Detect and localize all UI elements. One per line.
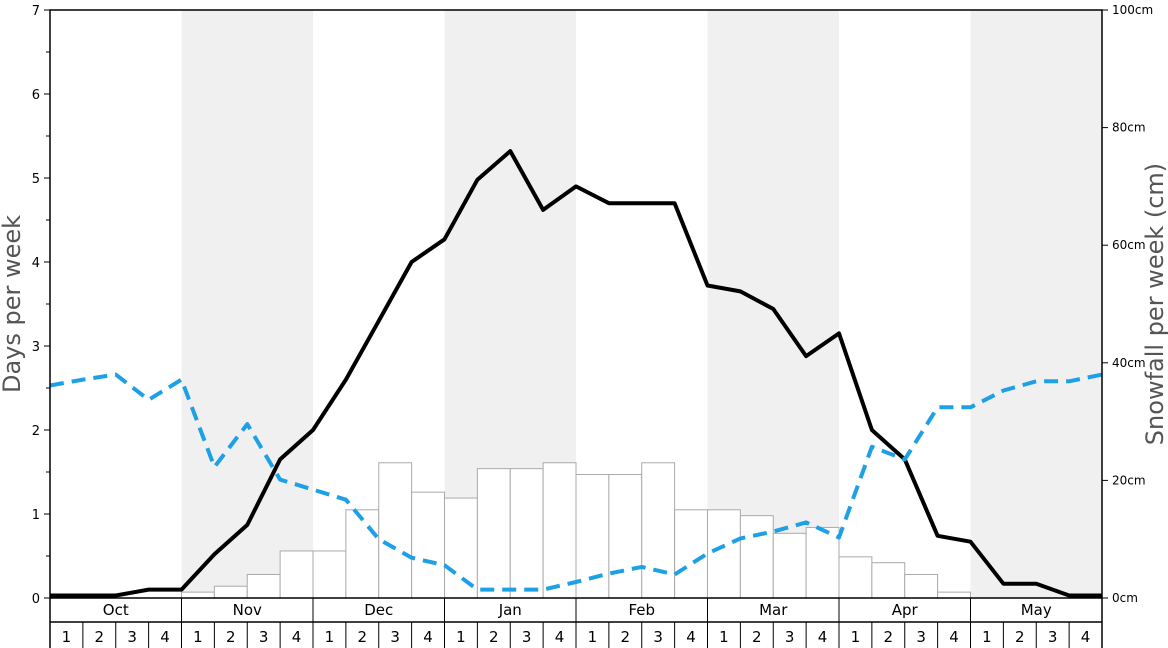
snowfall-bar xyxy=(476,468,511,599)
right-tick-label: 60cm xyxy=(1112,238,1146,252)
week-label: 1 xyxy=(325,628,335,646)
week-label: 1 xyxy=(851,628,861,646)
week-label: 3 xyxy=(916,628,926,646)
right-tick-label: 100cm xyxy=(1112,3,1153,17)
snowfall-bar xyxy=(608,474,643,599)
month-axis: Oct Nov Dec Jan Feb Mar Apr May xyxy=(49,598,1103,648)
week-label: 4 xyxy=(949,628,959,646)
month-label: Dec xyxy=(364,601,393,619)
snowfall-bar xyxy=(674,509,708,599)
month-shading xyxy=(181,10,1102,598)
week-label: 2 xyxy=(95,628,105,646)
week-label: 1 xyxy=(719,628,729,646)
snowfall-bar xyxy=(181,591,215,599)
month-label: May xyxy=(1021,601,1052,619)
week-label: 1 xyxy=(193,628,203,646)
snowfall-bar xyxy=(279,550,314,599)
right-tick-label: 0cm xyxy=(1112,591,1138,605)
left-tick-label: 4 xyxy=(32,256,40,271)
month-label: Feb xyxy=(628,601,655,619)
dashed-series-line xyxy=(49,372,1103,592)
week-label: 4 xyxy=(292,628,302,646)
left-tick-label: 0 xyxy=(32,592,40,607)
snowfall-bar xyxy=(444,497,478,599)
month-label: Nov xyxy=(233,601,262,619)
week-label: 2 xyxy=(226,628,236,646)
snowfall-bar xyxy=(838,556,873,599)
snowfall-bar xyxy=(871,562,906,599)
right-tick-label: 20cm xyxy=(1112,473,1146,487)
snowfall-bar xyxy=(805,526,840,599)
week-label: 3 xyxy=(1048,628,1058,646)
snowfall-bar xyxy=(213,585,248,599)
snowfall-bar xyxy=(411,491,445,599)
left-tick-label: 7 xyxy=(32,4,40,19)
month-shade-nov xyxy=(181,10,313,598)
snowfall-bar xyxy=(509,468,544,599)
week-label: 1 xyxy=(62,628,72,646)
snowfall-bar xyxy=(312,550,347,599)
week-label: 3 xyxy=(259,628,269,646)
week-label: 4 xyxy=(160,628,170,646)
week-label: 3 xyxy=(390,628,400,646)
right-axis: 0cm 20cm 40cm 60cm 80cm 100cm xyxy=(1102,3,1153,605)
week-label: 2 xyxy=(621,628,631,646)
right-tick-label: 40cm xyxy=(1112,356,1146,370)
left-tick-label: 2 xyxy=(32,424,40,439)
right-axis-title: Snowfall per week (cm) xyxy=(1141,163,1168,445)
week-label: 1 xyxy=(456,628,466,646)
snowfall-bar xyxy=(937,591,971,599)
left-axis: 0 1 2 3 4 5 6 7 xyxy=(32,4,50,607)
week-label: 3 xyxy=(522,628,532,646)
month-label: Oct xyxy=(103,601,129,619)
month-label: Jan xyxy=(498,601,522,619)
week-label: 3 xyxy=(785,628,795,646)
solid-series-line xyxy=(50,149,1102,598)
week-label: 1 xyxy=(982,628,992,646)
week-label: 2 xyxy=(358,628,368,646)
week-label: 3 xyxy=(653,628,663,646)
month-shade-mar xyxy=(707,10,839,598)
snowfall-bar xyxy=(641,462,676,599)
week-label: 4 xyxy=(686,628,696,646)
left-tick-label: 6 xyxy=(32,88,40,103)
week-label: 4 xyxy=(423,628,433,646)
week-label: 1 xyxy=(588,628,598,646)
week-label: 2 xyxy=(752,628,762,646)
week-label: 4 xyxy=(555,628,565,646)
day-lines xyxy=(49,149,1103,598)
snowfall-bar xyxy=(707,509,741,599)
left-tick-label: 1 xyxy=(32,508,40,523)
week-axis: 1 2 3 4 1 2 3 4 1 2 3 4 1 2 3 4 1 2 3 4 1 2 3 4 1 2 3 4 1 2 3 4 xyxy=(62,622,1091,648)
month-label: Mar xyxy=(759,601,788,619)
week-label: 2 xyxy=(884,628,894,646)
month-label: Apr xyxy=(892,601,919,619)
week-label: 4 xyxy=(818,628,828,646)
week-label: 3 xyxy=(127,628,137,646)
snowfall-bar xyxy=(772,532,807,599)
left-axis-title: Days per week xyxy=(0,215,26,393)
snowfall-bar xyxy=(246,573,281,599)
right-tick-label: 80cm xyxy=(1112,121,1146,135)
month-shade-may xyxy=(970,10,1102,598)
snowfall-bar xyxy=(378,462,413,599)
left-tick-label: 5 xyxy=(32,172,40,187)
snowfall-bar xyxy=(345,509,380,599)
week-label: 4 xyxy=(1081,628,1091,646)
snowfall-bar xyxy=(739,515,774,599)
left-tick-label: 3 xyxy=(32,340,40,355)
week-label: 2 xyxy=(1015,628,1025,646)
snowfall-bars xyxy=(181,462,971,599)
snowfall-bar xyxy=(904,573,939,599)
snowfall-bar xyxy=(542,462,577,599)
week-label: 2 xyxy=(489,628,499,646)
